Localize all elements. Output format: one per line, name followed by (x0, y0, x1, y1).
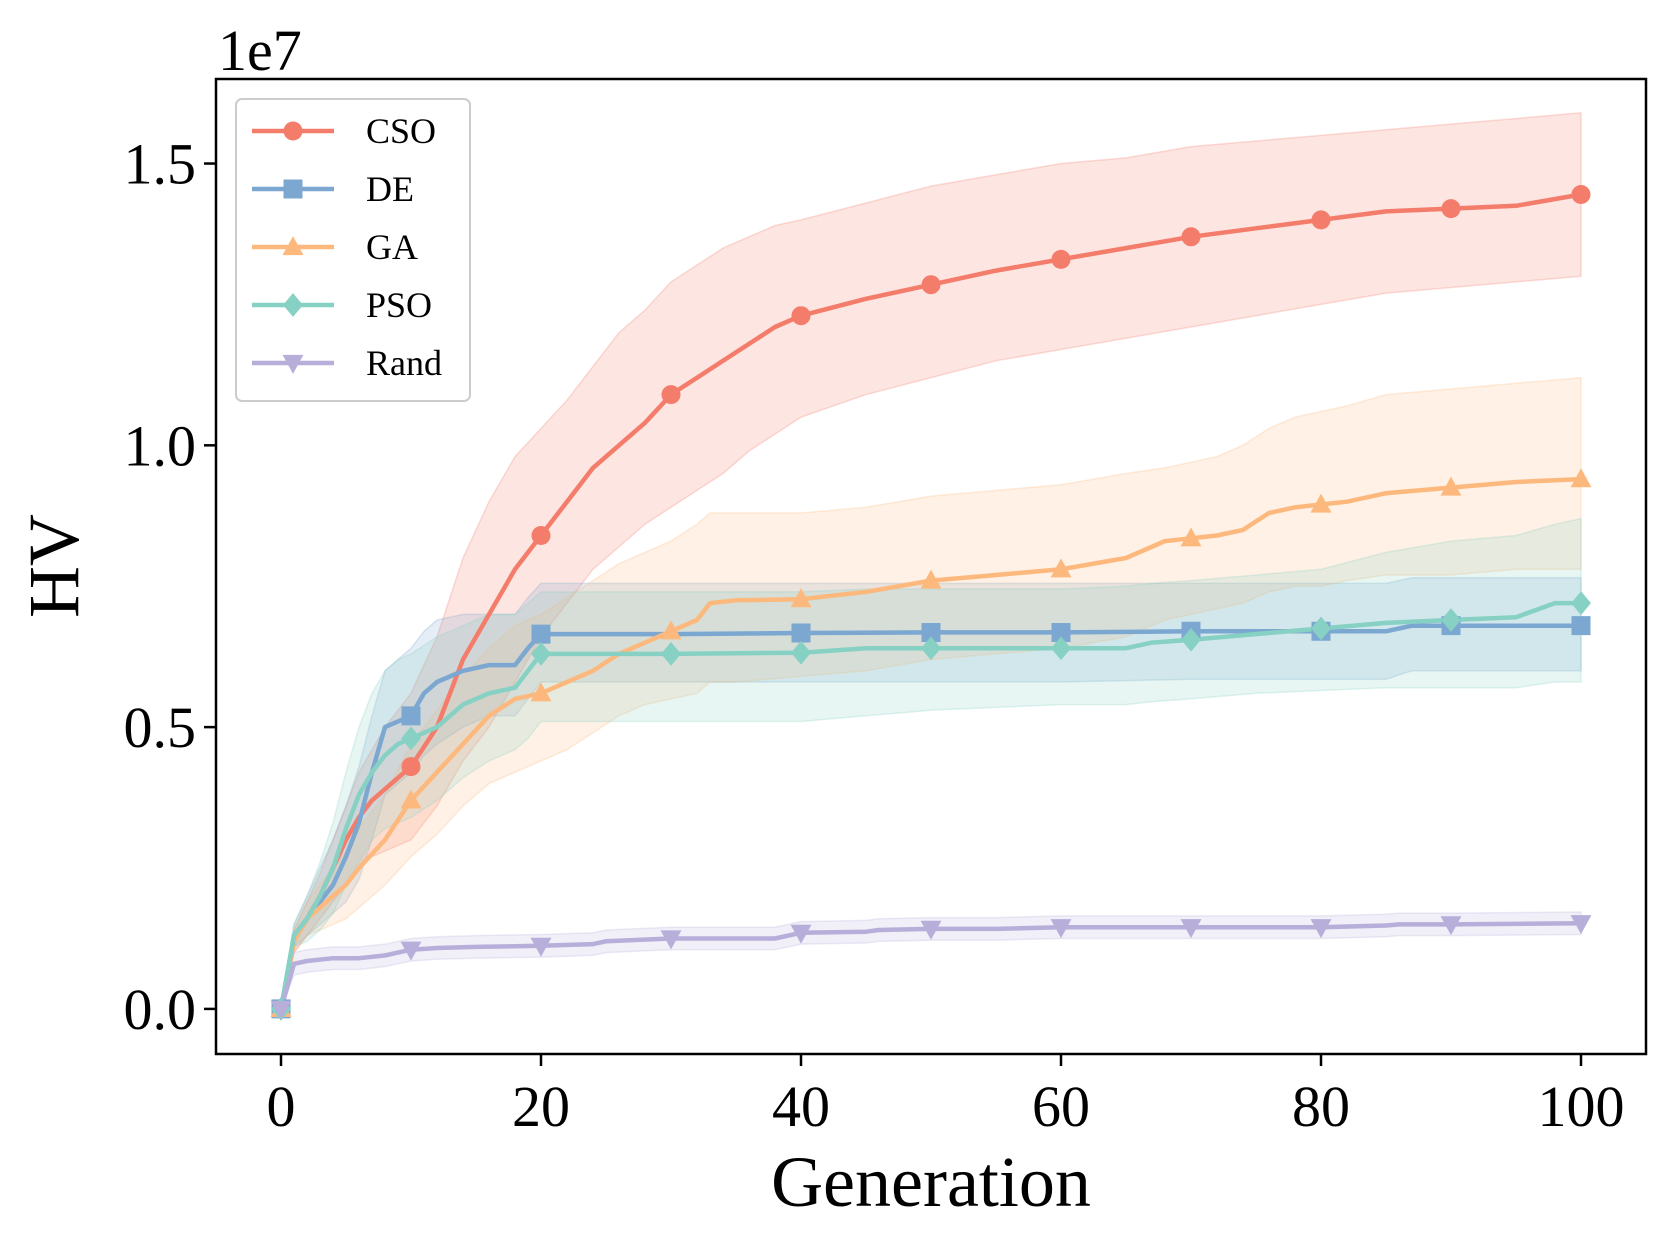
y-axis-ticks: 0.0 0.5 1.0 1.5 (124, 132, 216, 1042)
x-axis-title: Generation (771, 1142, 1091, 1222)
legend-box (235, 98, 471, 402)
series-markers (270, 185, 1592, 1021)
legend-marker-de (283, 179, 303, 199)
x-axis-ticks: 0 20 40 60 80 100 (267, 1054, 1625, 1139)
point-cso-100 (1571, 185, 1591, 205)
y-tick-label: 0.5 (124, 695, 197, 760)
legend-marker-rand (282, 354, 304, 374)
point-rand-90 (1440, 916, 1462, 936)
point-ga-40 (790, 588, 812, 608)
point-cso-20 (531, 526, 551, 546)
point-rand-20 (530, 937, 552, 957)
legend-item-ga: GA (252, 227, 418, 267)
point-rand-10 (400, 941, 422, 961)
x-tick-label: 40 (772, 1074, 830, 1139)
legend-marker-pso (283, 293, 303, 317)
point-rand-70 (1180, 919, 1202, 939)
point-pso-100 (1571, 591, 1591, 616)
y-axis-title: HV (14, 514, 94, 618)
point-rand-0 (270, 1000, 292, 1020)
point-pso-70 (1181, 627, 1201, 652)
legend-label-rand: Rand (366, 343, 442, 383)
point-ga-70 (1180, 527, 1202, 547)
point-cso-10 (401, 757, 421, 777)
x-tick-label: 100 (1538, 1074, 1625, 1139)
legend-item-pso: PSO (252, 285, 432, 325)
line-de (278, 623, 1584, 1012)
point-cso-50 (921, 275, 941, 295)
legend-item-de: DE (252, 169, 414, 209)
point-pso-20 (531, 641, 551, 666)
x-tick-label: 80 (1292, 1074, 1350, 1139)
point-ga-50 (920, 569, 942, 589)
point-ga-80 (1310, 493, 1332, 513)
point-pso-40 (791, 640, 811, 665)
y-offset-label: 1e7 (218, 18, 302, 83)
legend-label-pso: PSO (366, 285, 432, 325)
legend-label-de: DE (366, 169, 414, 209)
point-pso-60 (1051, 636, 1071, 661)
legend-marker-cso (283, 121, 303, 141)
point-cso-70 (1181, 227, 1201, 247)
plot-frame (214, 77, 1648, 1056)
point-pso-50 (921, 636, 941, 661)
point-rand-100 (1570, 915, 1592, 935)
point-rand-60 (1050, 919, 1072, 939)
x-tick-label: 60 (1032, 1074, 1090, 1139)
x-tick-label: 20 (512, 1074, 570, 1139)
point-pso-30 (661, 641, 681, 666)
point-rand-30 (660, 930, 682, 950)
legend-item-cso: CSO (252, 111, 436, 151)
x-tick-label: 0 (267, 1074, 296, 1139)
point-de-100 (1571, 616, 1591, 636)
point-ga-20 (530, 682, 552, 702)
legend: CSO DE GA PSO Rand (235, 98, 471, 402)
point-cso-90 (1441, 199, 1461, 219)
legend-label-cso: CSO (366, 111, 436, 151)
point-ga-100 (1570, 468, 1592, 488)
point-cso-30 (661, 385, 681, 405)
point-pso-90 (1441, 608, 1461, 632)
point-de-20 (531, 624, 551, 644)
y-tick-label: 0.0 (124, 977, 197, 1042)
legend-label-ga: GA (366, 227, 418, 267)
markers-rand (270, 915, 1592, 1020)
line-ga (278, 476, 1584, 1012)
point-ga-30 (660, 620, 682, 640)
point-de-50 (921, 622, 941, 642)
point-ga-90 (1440, 476, 1462, 496)
point-cso-40 (791, 306, 811, 326)
y-tick-label: 1.0 (124, 413, 197, 478)
point-ga-60 (1050, 558, 1072, 578)
point-de-60 (1051, 622, 1071, 642)
point-rand-40 (790, 924, 812, 944)
legend-marker-ga (282, 236, 304, 256)
point-pso-10 (401, 726, 421, 751)
point-rand-80 (1310, 919, 1332, 939)
y-tick-label: 1.5 (124, 132, 197, 197)
point-ga-10 (400, 789, 422, 809)
point-cso-80 (1311, 210, 1331, 230)
point-cso-60 (1051, 249, 1071, 269)
confidence-bands (280, 111, 1582, 1010)
point-pso-80 (1311, 616, 1331, 641)
point-de-40 (791, 623, 811, 643)
legend-item-rand: Rand (252, 343, 442, 383)
point-rand-50 (920, 920, 942, 940)
markers-ga (270, 468, 1592, 1017)
point-de-10 (401, 706, 421, 726)
